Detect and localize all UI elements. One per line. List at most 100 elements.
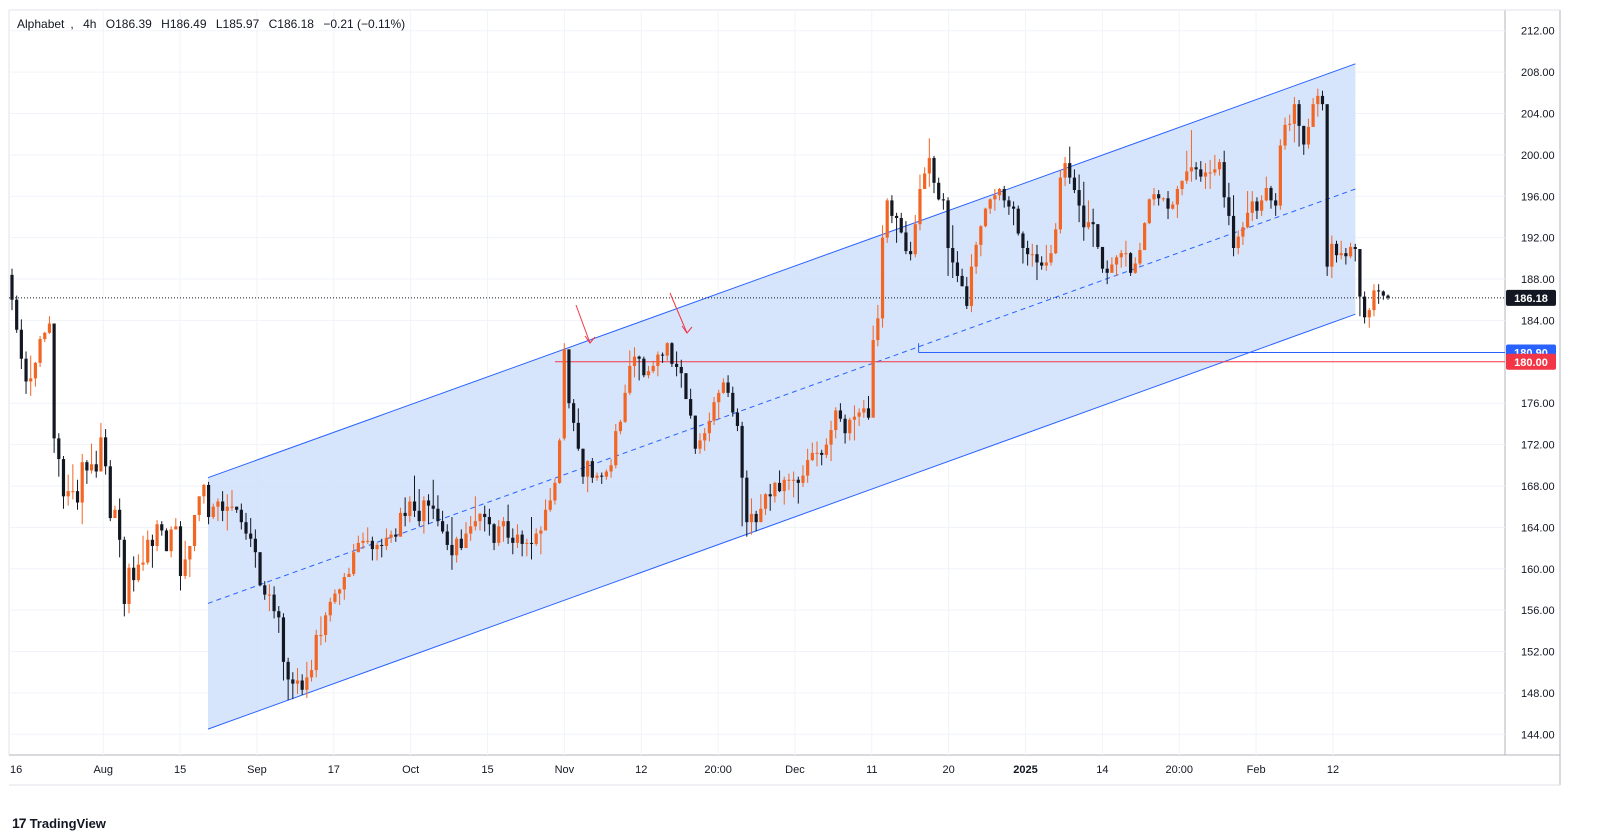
candle-body[interactable] — [29, 378, 33, 382]
candle-body[interactable] — [286, 661, 290, 680]
candle-body[interactable] — [829, 430, 833, 445]
candle-body[interactable] — [1016, 208, 1020, 234]
candle-body[interactable] — [295, 680, 300, 684]
candle-body[interactable] — [370, 540, 374, 550]
candle-body[interactable] — [389, 534, 393, 538]
candle-body[interactable] — [796, 479, 800, 483]
candle-body[interactable] — [150, 539, 155, 546]
candle-body[interactable] — [146, 539, 150, 563]
candle-body[interactable] — [1274, 200, 1278, 206]
candle-body[interactable] — [272, 594, 276, 612]
candle-body[interactable] — [426, 500, 431, 506]
candle-body[interactable] — [431, 505, 435, 509]
candle-body[interactable] — [670, 343, 674, 364]
candle-body[interactable] — [651, 365, 655, 372]
candle-body[interactable] — [478, 513, 482, 522]
candle-body[interactable] — [726, 382, 730, 393]
candle-body[interactable] — [202, 484, 206, 497]
candle-body[interactable] — [113, 509, 117, 519]
candle-body[interactable] — [586, 461, 590, 477]
candle-body[interactable] — [384, 537, 389, 546]
candle-body[interactable] — [1068, 163, 1072, 178]
candle-body[interactable] — [735, 412, 740, 426]
candle-body[interactable] — [1054, 229, 1058, 254]
candle-body[interactable] — [604, 471, 608, 477]
candle-body[interactable] — [1241, 227, 1245, 237]
candle-body[interactable] — [1362, 296, 1367, 318]
candle-body[interactable] — [1096, 224, 1100, 247]
candle-body[interactable] — [136, 564, 140, 581]
candle-body[interactable] — [1161, 198, 1165, 200]
candle-body[interactable] — [721, 382, 726, 393]
candle-body[interactable] — [473, 521, 477, 527]
candle-body[interactable] — [352, 552, 356, 574]
candle-body[interactable] — [913, 224, 917, 255]
candle-body[interactable] — [806, 460, 810, 476]
candle-body[interactable] — [927, 157, 931, 174]
candle-body[interactable] — [576, 422, 580, 449]
candle-body[interactable] — [211, 506, 215, 518]
candle-body[interactable] — [1035, 254, 1039, 263]
candle-body[interactable] — [398, 512, 403, 537]
candle-body[interactable] — [759, 508, 763, 523]
candle-body[interactable] — [394, 534, 398, 537]
candle-body[interactable] — [263, 585, 267, 595]
candle-body[interactable] — [885, 200, 889, 238]
candle-body[interactable] — [155, 524, 159, 546]
candle-body[interactable] — [1077, 190, 1081, 206]
candle-body[interactable] — [1030, 254, 1034, 256]
candle-body[interactable] — [637, 356, 641, 359]
candle-body[interactable] — [1128, 253, 1133, 273]
candle-body[interactable] — [1114, 257, 1119, 265]
candle-body[interactable] — [1147, 199, 1151, 224]
candle-body[interactable] — [1283, 124, 1287, 146]
candle-body[interactable] — [1260, 200, 1264, 211]
candle-body[interactable] — [600, 475, 604, 477]
candle-body[interactable] — [988, 199, 992, 209]
candle-body[interactable] — [834, 410, 838, 431]
candle-body[interactable] — [1278, 145, 1282, 206]
candle-body[interactable] — [618, 421, 623, 432]
candle-body[interactable] — [118, 509, 122, 540]
candle-body[interactable] — [436, 508, 440, 522]
candle-body[interactable] — [375, 544, 379, 550]
candle-body[interactable] — [1166, 198, 1170, 209]
candle-body[interactable] — [459, 538, 463, 549]
candle-body[interactable] — [731, 392, 735, 413]
candle-body[interactable] — [356, 542, 360, 553]
candle-body[interactable] — [15, 299, 19, 330]
candle-body[interactable] — [225, 506, 229, 511]
candle-body[interactable] — [674, 363, 679, 367]
candle-body[interactable] — [1119, 253, 1123, 258]
candle-body[interactable] — [1026, 247, 1030, 255]
candle-body[interactable] — [997, 189, 1002, 196]
candle-body[interactable] — [1372, 290, 1376, 311]
candle-body[interactable] — [1175, 189, 1179, 205]
candle-body[interactable] — [291, 679, 295, 684]
candle-body[interactable] — [1058, 177, 1062, 230]
candle-body[interactable] — [965, 286, 969, 306]
candle-body[interactable] — [852, 416, 857, 420]
candle-body[interactable] — [768, 494, 772, 497]
candle-body[interactable] — [609, 465, 613, 472]
candle-body[interactable] — [258, 552, 262, 586]
annotation-arrow[interactable] — [669, 292, 688, 334]
candle-body[interactable] — [249, 533, 253, 539]
candle-body[interactable] — [1091, 222, 1095, 225]
candle-body[interactable] — [122, 539, 126, 604]
candle-body[interactable] — [1208, 172, 1212, 174]
candle-body[interactable] — [1292, 104, 1296, 124]
candle-body[interactable] — [1353, 246, 1357, 250]
candle-body[interactable] — [422, 500, 426, 522]
candle-body[interactable] — [525, 542, 529, 544]
candle-body[interactable] — [557, 440, 562, 483]
candle-body[interactable] — [1040, 262, 1044, 266]
price-label-box[interactable] — [1506, 353, 1556, 370]
candle-body[interactable] — [94, 464, 98, 472]
candle-body[interactable] — [717, 392, 721, 403]
candle-body[interactable] — [749, 513, 754, 523]
candle-body[interactable] — [206, 484, 211, 518]
candle-body[interactable] — [1194, 167, 1198, 170]
